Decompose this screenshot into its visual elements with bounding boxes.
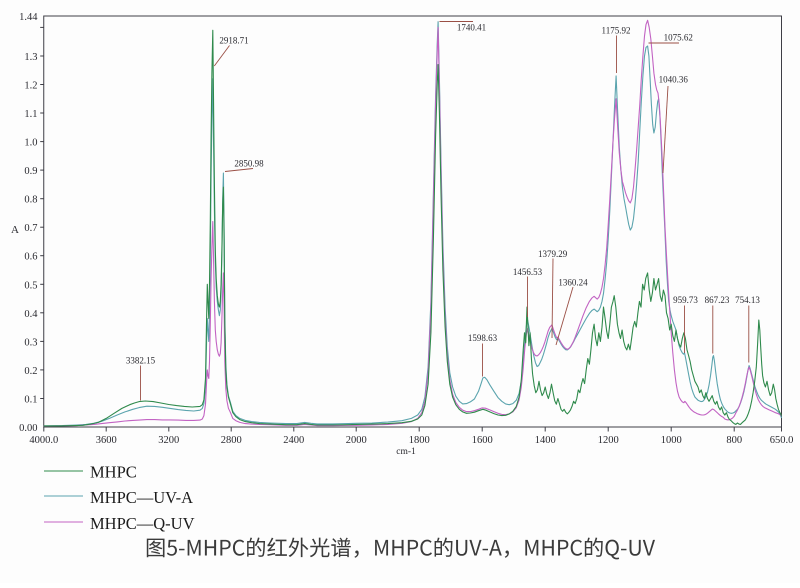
svg-text:2800: 2800 [221,435,242,446]
svg-text:1.44: 1.44 [19,12,38,23]
svg-text:2400: 2400 [283,435,304,446]
svg-text:MHPC—Q-UV: MHPC—Q-UV [90,514,195,533]
svg-text:0.6: 0.6 [24,252,37,263]
svg-text:867.23: 867.23 [705,295,730,305]
svg-text:0.8: 0.8 [24,195,37,206]
svg-text:1.1: 1.1 [24,109,37,120]
svg-text:4000.0: 4000.0 [29,435,58,446]
svg-text:1075.62: 1075.62 [664,33,693,43]
svg-text:754.13: 754.13 [735,295,760,305]
svg-text:1040.36: 1040.36 [659,75,689,85]
svg-text:3382.15: 3382.15 [126,356,156,366]
svg-text:2918.71: 2918.71 [219,36,248,46]
svg-text:A: A [11,224,19,236]
svg-text:0.1: 0.1 [24,395,37,406]
svg-text:800: 800 [726,435,742,446]
svg-text:0.00: 0.00 [19,423,37,434]
svg-text:650.0: 650.0 [770,435,794,446]
svg-text:2850.98: 2850.98 [234,159,264,169]
svg-text:959.73: 959.73 [673,295,698,305]
svg-text:0.9: 0.9 [24,166,37,177]
svg-text:2000: 2000 [346,435,367,446]
svg-text:1600: 1600 [472,435,493,446]
svg-text:1740.41: 1740.41 [457,23,486,33]
svg-text:0.4: 0.4 [24,309,38,320]
svg-text:1200: 1200 [598,435,619,446]
svg-text:1400: 1400 [535,435,556,446]
svg-text:1379.29: 1379.29 [538,249,568,259]
svg-text:1360.24: 1360.24 [558,278,588,288]
svg-text:3200: 3200 [158,435,179,446]
svg-text:1.0: 1.0 [24,138,37,149]
svg-text:1000: 1000 [661,435,682,446]
svg-text:MHPC—UV-A: MHPC—UV-A [90,488,193,507]
svg-text:0.2: 0.2 [24,366,37,377]
svg-text:cm-1: cm-1 [396,447,416,457]
svg-text:1.3: 1.3 [24,52,37,63]
svg-text:0.5: 0.5 [24,280,37,291]
svg-text:MHPC: MHPC [90,463,137,482]
svg-text:0.3: 0.3 [24,337,37,348]
svg-text:0.7: 0.7 [24,223,37,234]
svg-text:1175.92: 1175.92 [602,26,631,36]
svg-text:1598.63: 1598.63 [468,333,498,343]
svg-text:1456.53: 1456.53 [513,267,543,277]
svg-text:1800: 1800 [409,435,430,446]
svg-text:1.2: 1.2 [24,81,37,92]
svg-text:3600: 3600 [96,435,117,446]
